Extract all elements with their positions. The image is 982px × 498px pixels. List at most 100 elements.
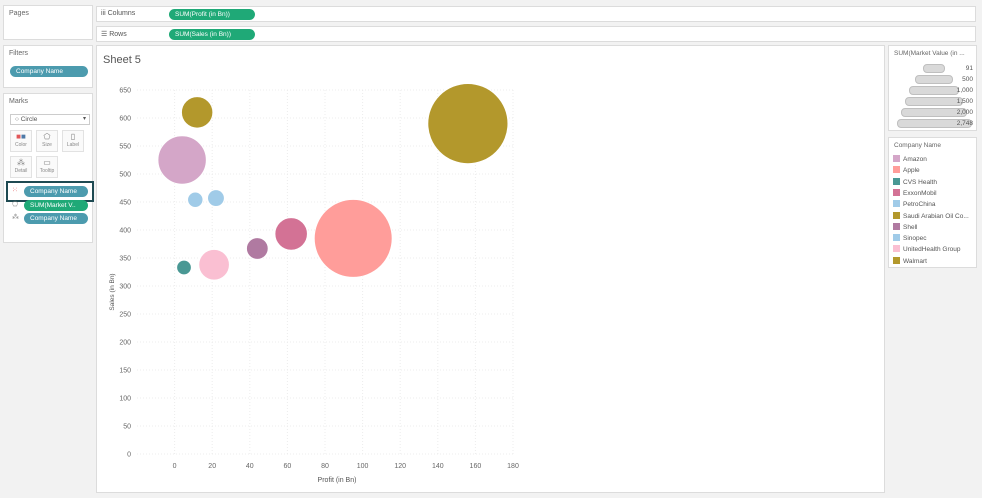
color-swatch [893, 200, 900, 208]
y-tick-label: 350 [119, 256, 131, 263]
rows-label-text: Rows [109, 31, 127, 38]
x-tick-label: 80 [321, 463, 329, 470]
pages-card[interactable]: Pages [3, 5, 93, 40]
size-legend-row: 91 [889, 63, 976, 74]
filter-pill-company-name[interactable]: Company Name [10, 66, 88, 77]
color-legend-label: Amazon [903, 156, 927, 163]
size-button[interactable]: ⬠ Size [36, 130, 58, 152]
bubble-saudi-arabian-oil-co-[interactable] [427, 83, 509, 164]
size-legend-shape [904, 97, 963, 106]
bubble-amazon[interactable] [157, 135, 207, 185]
y-tick-label: 600 [119, 116, 131, 123]
color-legend-item[interactable]: CVS Health [893, 177, 937, 187]
color-button[interactable]: ■■ Color [10, 130, 32, 152]
bubble-petrochina[interactable] [207, 189, 225, 207]
color-swatch [893, 256, 900, 264]
y-tick-label: 500 [119, 172, 131, 179]
size-legend-shape [923, 64, 945, 73]
columns-shelf[interactable]: iii Columns SUM(Profit (in Bn)) [96, 6, 976, 22]
label-icon: ▯ [70, 132, 76, 141]
color-legend-item[interactable]: Apple [893, 166, 920, 175]
label-button[interactable]: ▯ Label [62, 130, 84, 152]
size-legend-label: 1,000 [956, 87, 973, 94]
color-swatch [893, 188, 900, 196]
x-tick-label: 180 [507, 463, 519, 470]
size-field-pill[interactable]: SUM(Market V.. [24, 200, 88, 211]
filters-card[interactable]: Filters Company Name [3, 45, 93, 88]
color-swatch [893, 222, 900, 230]
marks-card[interactable]: Marks ○ Circle ▾ ■■ Color ⬠ Size ▯ Label… [3, 93, 94, 243]
bubble-sinopec[interactable] [187, 191, 204, 208]
x-tick-label: 140 [432, 463, 444, 470]
color-legend[interactable]: Company Name Amazon Apple CVS Health ExxonM… [888, 137, 977, 268]
detail-field-pill[interactable]: Company Name [24, 213, 88, 224]
bubble-walmart[interactable] [181, 96, 214, 129]
x-tick-label: 160 [470, 463, 482, 470]
y-tick-label: 300 [119, 284, 131, 291]
color-legend-label: Shell [903, 223, 918, 231]
chevron-down-icon: ▾ [82, 116, 86, 122]
y-tick-label: 0 [127, 452, 131, 459]
color-legend-label: Sinopec [903, 235, 927, 243]
mark-type-dropdown[interactable]: ○ Circle ▾ [10, 114, 90, 125]
color-legend-item[interactable]: ExxonMobil [893, 188, 937, 198]
detail-button-label: Detail [14, 168, 28, 174]
y-tick-label: 50 [123, 424, 131, 431]
color-legend-label: Apple [903, 167, 920, 175]
bubble-exxonmobil[interactable] [274, 217, 308, 251]
size-legend[interactable]: SUM(Market Value (in ... 91 500 1,000 1,500… [888, 45, 977, 131]
y-tick-label: 100 [119, 396, 131, 403]
y-tick-label: 250 [119, 312, 131, 319]
detail-button[interactable]: ⁂ Detail [10, 156, 32, 178]
size-legend-label: 1,500 [956, 98, 973, 105]
color-legend-item[interactable]: PetroChina [893, 200, 936, 209]
color-legend-item[interactable]: Amazon [893, 155, 927, 164]
size-legend-label: 500 [962, 76, 973, 83]
color-swatch [893, 177, 900, 185]
size-legend-row: 1,500 [889, 96, 976, 107]
color-legend-label: ExxonMobil [903, 189, 937, 197]
scatter-chart[interactable]: 0 20 40 60 80 100 120 140 160 180 0 50 100 150 200 250 3… [97, 46, 884, 492]
size-legend-row: 500 [889, 74, 976, 85]
y-tick-label: 550 [119, 144, 131, 151]
color-legend-label: Saudi Arabian Oil Co... [903, 212, 969, 220]
size-legend-shape [896, 119, 972, 128]
color-legend-title: Company Name [894, 142, 941, 149]
rows-pill[interactable]: SUM(Sales (in Bn)) [169, 29, 255, 40]
y-tick-label: 150 [119, 368, 131, 375]
size-legend-shape [915, 75, 953, 84]
rows-icon: ☰ [101, 31, 110, 38]
columns-pill[interactable]: SUM(Profit (in Bn)) [169, 9, 255, 20]
bubble-apple[interactable] [313, 199, 393, 278]
color-legend-item[interactable]: Walmart [893, 256, 927, 266]
color-swatch [893, 211, 900, 219]
rows-shelf[interactable]: ☰ Rows SUM(Sales (in Bn)) [96, 26, 976, 42]
color-legend-item[interactable]: Saudi Arabian Oil Co... [893, 211, 969, 221]
sheet-title: Sheet 5 [103, 54, 141, 66]
bubble-shell[interactable] [246, 237, 269, 260]
color-legend-item[interactable]: Shell [893, 222, 918, 232]
tooltip-button-label: Tooltip [39, 168, 55, 174]
size-button-label: Size [42, 142, 52, 148]
color-legend-item[interactable]: Sinopec [893, 234, 927, 243]
rows-label: ☰ Rows [101, 30, 127, 38]
tooltip-button[interactable]: ▭ Tooltip [36, 156, 58, 178]
x-tick-label: 40 [246, 463, 254, 470]
bubble-cvs-health[interactable] [176, 259, 192, 276]
sheet-view[interactable]: Sheet 5 0 20 40 60 80 100 120 140 160 180 0 50 100 15… [96, 45, 885, 493]
size-legend-row: 2,748 [889, 118, 976, 129]
y-axis-title: Sales (in Bn) [109, 273, 116, 310]
size-legend-shape [901, 108, 967, 117]
y-tick-label: 200 [119, 340, 131, 347]
bubble-unitedhealth-group[interactable] [198, 249, 230, 281]
color-field-icon: ⁙ [12, 187, 18, 194]
mark-type-value: Circle [20, 116, 38, 123]
color-legend-item[interactable]: UnitedHealth Group [893, 245, 960, 254]
size-legend-label: 2,748 [956, 120, 973, 127]
detail-icon: ⁂ [17, 158, 25, 167]
color-field-pill[interactable]: Company Name [24, 186, 88, 197]
marks-title: Marks [9, 98, 29, 105]
columns-label-text: Columns [107, 10, 136, 17]
color-swatch [893, 166, 900, 174]
color-legend-label: Walmart [903, 257, 927, 265]
